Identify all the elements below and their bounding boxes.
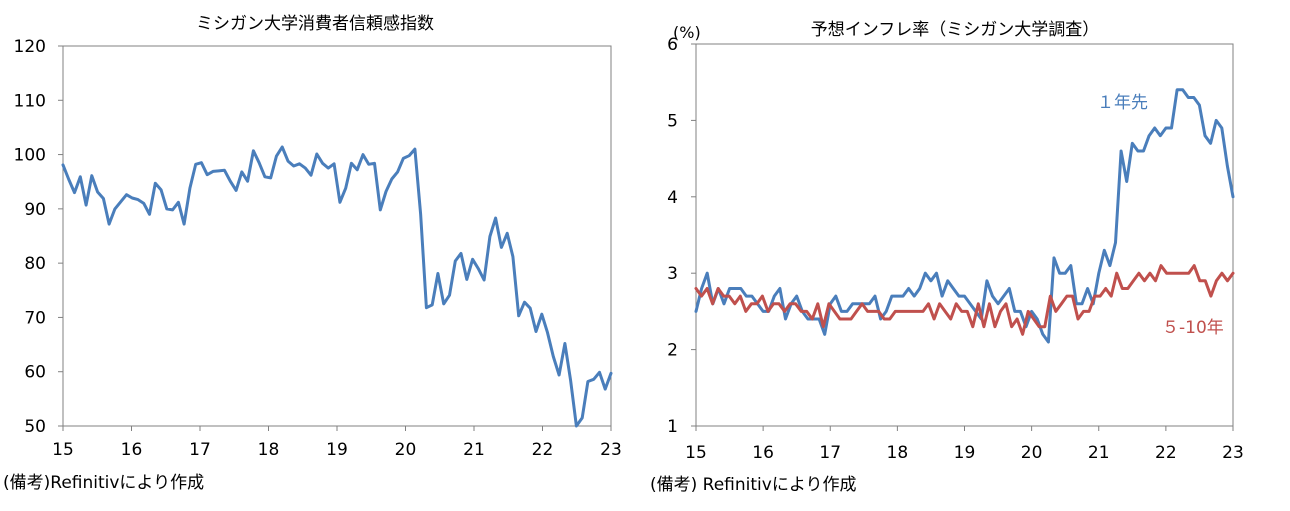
plot-frame <box>62 45 612 427</box>
x-tick-label: 20 <box>1021 443 1043 463</box>
chart-consumer-sentiment: ミシガン大学消費者信頼感指数 120 110 100 90 80 70 60 50 15 16 1… <box>3 14 622 493</box>
x-tick-label: 22 <box>532 440 554 460</box>
y-tick-label: 120 <box>14 37 46 57</box>
x-tick-label: 18 <box>887 443 909 463</box>
y-tick-label: 2 <box>667 341 678 361</box>
source-note: (備考)Refinitivにより作成 <box>3 473 204 493</box>
x-tick-label: 21 <box>1088 443 1110 463</box>
y-tick-label: 60 <box>24 363 46 383</box>
y-tick-label: 3 <box>667 264 678 284</box>
x-tick-label: 16 <box>121 440 143 460</box>
x-tick-label: 15 <box>685 443 707 463</box>
x-tick-label: 16 <box>752 443 774 463</box>
x-tick-label: 19 <box>954 443 976 463</box>
y-tick-label: 70 <box>24 308 46 328</box>
x-tick-label: 23 <box>600 440 622 460</box>
series-line-0 <box>694 88 1235 344</box>
x-tick-label: 15 <box>52 440 74 460</box>
y-tick-label: 4 <box>667 188 678 208</box>
chart-title: 予想インフレ率（ミシガン大学調査） <box>811 20 1100 40</box>
x-tick-label: 20 <box>395 440 417 460</box>
x-tick-label: 17 <box>189 440 211 460</box>
y-tick-label: 1 <box>667 417 678 437</box>
y-tick-label: 5 <box>667 111 678 131</box>
plot-frame <box>695 43 1234 427</box>
series-label-1yr: １年先 <box>1097 93 1148 113</box>
y-tick-label: 80 <box>24 254 46 274</box>
y-tick-label: 110 <box>14 91 46 111</box>
y-tick-label: 100 <box>14 146 46 166</box>
y-tick-label: 50 <box>24 417 46 437</box>
y-tick-label: 90 <box>24 200 46 220</box>
y-tick-label: 6 <box>667 35 678 55</box>
source-note: (備考) Refinitivにより作成 <box>650 475 857 495</box>
x-tick-label: 22 <box>1155 443 1177 463</box>
x-tick-label: 17 <box>819 443 841 463</box>
x-tick-label: 18 <box>258 440 280 460</box>
series-line-1 <box>694 264 1235 336</box>
series-label-5-10yr: ５-10年 <box>1162 318 1224 338</box>
x-tick-label: 21 <box>463 440 485 460</box>
y-axis-unit: (%) <box>673 23 701 42</box>
x-tick-label: 19 <box>326 440 348 460</box>
x-tick-label: 23 <box>1222 443 1244 463</box>
chart-title: ミシガン大学消費者信頼感指数 <box>196 14 434 34</box>
series-line-0 <box>61 145 613 428</box>
